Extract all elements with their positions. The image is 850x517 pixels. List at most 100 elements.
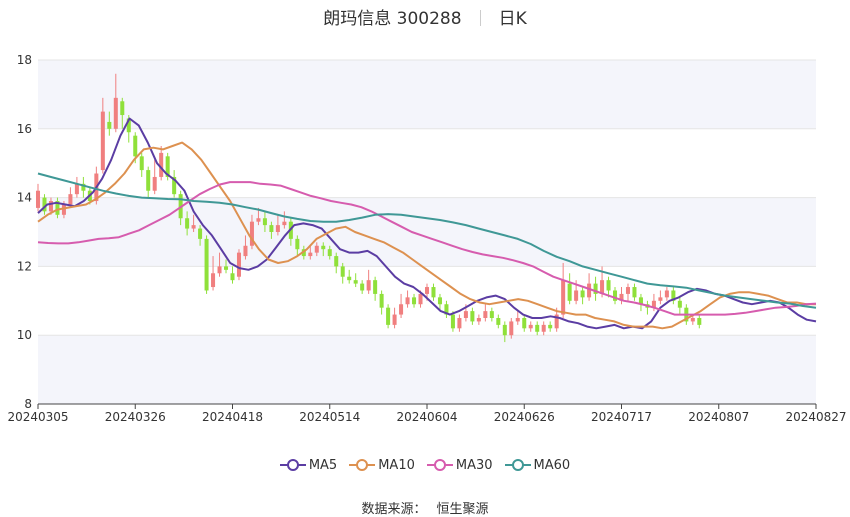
candle xyxy=(587,273,592,301)
candle-body xyxy=(217,266,222,274)
candle-body xyxy=(470,311,475,322)
candle-body xyxy=(269,225,274,232)
candle xyxy=(664,287,669,301)
candle-body xyxy=(489,311,494,318)
candle xyxy=(321,242,326,257)
candle xyxy=(457,314,462,332)
candle-body xyxy=(334,256,339,267)
candle xyxy=(580,287,585,305)
candle xyxy=(314,242,319,257)
candle-body xyxy=(437,297,442,305)
candle-body xyxy=(224,266,229,270)
candle xyxy=(269,221,274,239)
candle xyxy=(625,283,630,301)
candle xyxy=(100,97,105,174)
candle xyxy=(282,211,287,229)
candle-body xyxy=(658,297,663,301)
candle xyxy=(677,297,682,315)
source-value: 恒生聚源 xyxy=(436,502,489,517)
candle xyxy=(347,269,352,284)
candle xyxy=(392,307,397,329)
candle-body xyxy=(204,238,209,291)
candle-body xyxy=(185,218,190,229)
candle xyxy=(645,300,650,315)
candle-body xyxy=(61,204,66,215)
candle-body xyxy=(483,311,488,318)
candle-body xyxy=(424,287,430,294)
candle xyxy=(561,262,566,318)
candle xyxy=(697,314,702,329)
legend-marker-icon xyxy=(349,459,376,471)
candle-body xyxy=(528,324,533,329)
candle xyxy=(243,235,248,260)
candle xyxy=(275,214,280,236)
legend-item-ma5[interactable]: MA5 xyxy=(279,458,338,473)
candle xyxy=(658,290,663,305)
candle-body xyxy=(593,283,598,294)
ma5-line xyxy=(37,117,817,330)
x-axis: 20240305 20240326 20240418 20240514 20240604… xyxy=(7,403,847,424)
candle-body xyxy=(100,111,105,171)
candle xyxy=(107,111,112,136)
candle-body xyxy=(600,280,605,294)
candle-body xyxy=(146,170,151,191)
legend-label: MA60 xyxy=(533,458,571,473)
legend-label: MA10 xyxy=(378,458,415,473)
y-tick-label: 18 xyxy=(17,53,32,67)
x-tick-label: 20240626 xyxy=(494,410,555,424)
candle xyxy=(146,166,151,198)
candle-body xyxy=(638,297,643,305)
candle-body xyxy=(243,245,248,257)
candle xyxy=(541,321,546,336)
chart-bands xyxy=(38,60,816,404)
candle-body xyxy=(476,318,481,322)
candle xyxy=(327,245,332,260)
candle-body xyxy=(211,273,216,288)
candle xyxy=(172,170,177,198)
candle xyxy=(120,97,125,129)
chart-grid xyxy=(38,59,816,336)
candle-body xyxy=(360,283,365,291)
candle-body xyxy=(249,221,254,246)
legend-item-ma60[interactable]: MA60 xyxy=(504,458,571,473)
candle xyxy=(522,314,527,332)
candle-body xyxy=(256,218,261,222)
x-tick-label: 20240418 xyxy=(202,410,263,424)
candle xyxy=(256,207,261,226)
x-tick-label: 20240604 xyxy=(396,410,457,424)
candle-body xyxy=(651,300,656,308)
x-tick-label: 20240717 xyxy=(591,410,652,424)
candle-body xyxy=(159,152,164,177)
candle-body xyxy=(561,280,566,315)
candle xyxy=(334,252,339,274)
candle-body xyxy=(172,176,177,195)
candle xyxy=(74,176,79,198)
candle-body xyxy=(42,197,47,212)
legend-item-ma30[interactable]: MA30 xyxy=(426,458,493,473)
candle-body xyxy=(236,252,241,277)
candle-body xyxy=(74,183,79,195)
x-tick-label: 20240326 xyxy=(105,410,166,424)
candle xyxy=(444,300,449,318)
band-16 xyxy=(38,60,816,129)
candle xyxy=(81,176,86,198)
ma60-line xyxy=(37,172,817,309)
candle xyxy=(198,225,203,246)
legend-label: MA5 xyxy=(308,458,338,473)
candle-body xyxy=(81,183,86,191)
candle-body xyxy=(314,245,319,253)
candle-body xyxy=(664,290,669,298)
candle xyxy=(139,152,144,177)
candle xyxy=(159,146,164,181)
candle-body xyxy=(619,293,624,301)
legend-marker-icon xyxy=(279,459,306,471)
candle xyxy=(152,159,157,195)
candle-body xyxy=(690,318,695,322)
data-source: 数据来源： 恒生聚源 xyxy=(0,498,850,517)
candle-body xyxy=(580,290,585,298)
legend-item-ma10[interactable]: MA10 xyxy=(349,458,415,473)
candle-body xyxy=(262,218,267,226)
candle xyxy=(191,214,196,232)
candle-body xyxy=(697,318,702,325)
